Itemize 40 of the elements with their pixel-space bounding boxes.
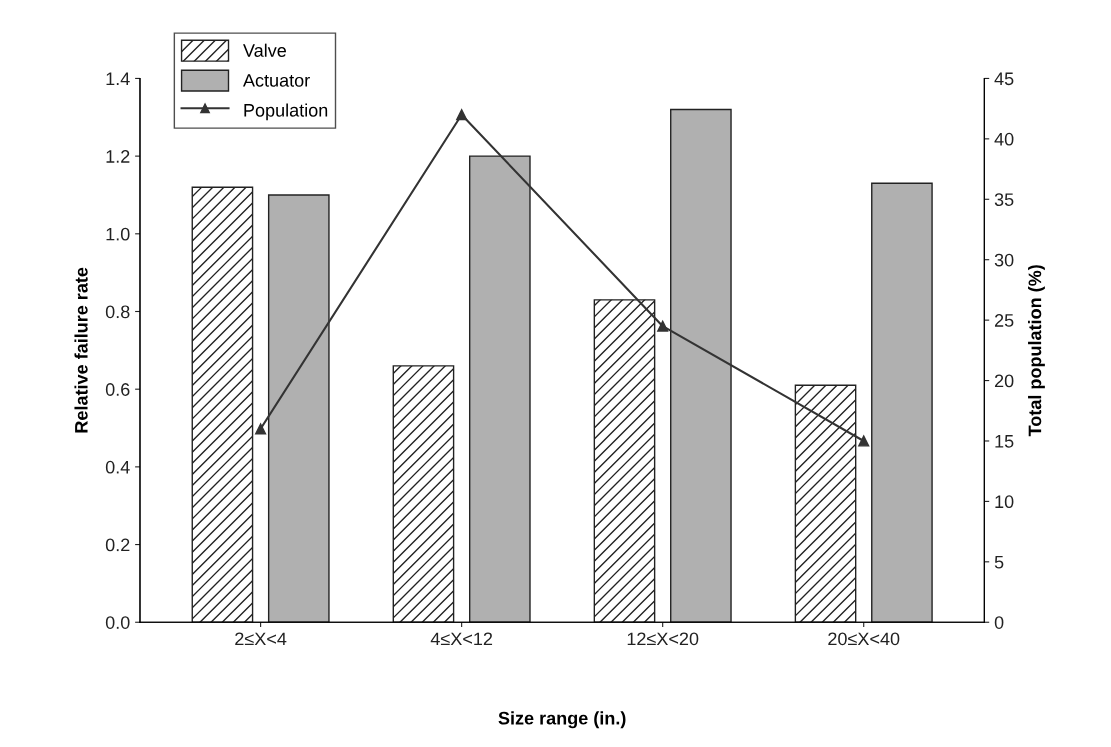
x-tick-label: 12≤X<20 xyxy=(627,632,699,646)
y-tick-label: 1.4 xyxy=(106,72,130,85)
y2-tick-label: 0 xyxy=(994,616,1004,629)
bar xyxy=(593,299,656,623)
x-axis-title: Size range (in.) xyxy=(498,711,626,729)
y-tick-label: 0.2 xyxy=(105,538,130,552)
y2-tick-label: 40 xyxy=(994,132,1014,146)
x-tick-label: 4≤X<12 xyxy=(430,632,493,646)
y-tick-label: 0.0 xyxy=(105,616,130,629)
legend-label: Population xyxy=(244,103,328,121)
bar xyxy=(794,384,857,623)
y-tick-label: 0.4 xyxy=(105,460,130,474)
y-tick-label: 1.2 xyxy=(106,150,130,163)
bar xyxy=(267,194,330,623)
bar xyxy=(392,365,455,623)
y2-tick-label: 45 xyxy=(994,72,1014,86)
y2-tick-label: 15 xyxy=(995,435,1014,448)
point xyxy=(255,423,267,435)
bar xyxy=(191,186,254,623)
point xyxy=(456,109,468,121)
y-tick-label: 1.0 xyxy=(106,227,130,241)
y2-tick-label: 35 xyxy=(994,193,1014,206)
y-tick-label: 0.6 xyxy=(105,383,130,396)
y2-tick-label: 10 xyxy=(995,495,1014,509)
y2-tick-label: 25 xyxy=(994,314,1014,327)
bar xyxy=(468,155,531,623)
y-axis-title: Relative failure rate xyxy=(74,267,88,433)
y2-tick-label: 20 xyxy=(994,374,1014,388)
x-tick-label: 20≤X<40 xyxy=(828,632,900,646)
x-tick-label: 2≤X<4 xyxy=(235,632,287,646)
bar xyxy=(670,108,732,623)
legend-label: Valve xyxy=(243,43,286,57)
y2-axis-title: Total population (%) xyxy=(1028,265,1045,437)
bar xyxy=(871,182,933,623)
legend-label: Actuator xyxy=(242,74,310,87)
y2-tick-label: 30 xyxy=(994,253,1014,267)
point xyxy=(858,435,870,447)
y-tick-label: 0.8 xyxy=(105,305,130,319)
point xyxy=(657,320,669,332)
y2-tick-label: 5 xyxy=(994,555,1004,569)
